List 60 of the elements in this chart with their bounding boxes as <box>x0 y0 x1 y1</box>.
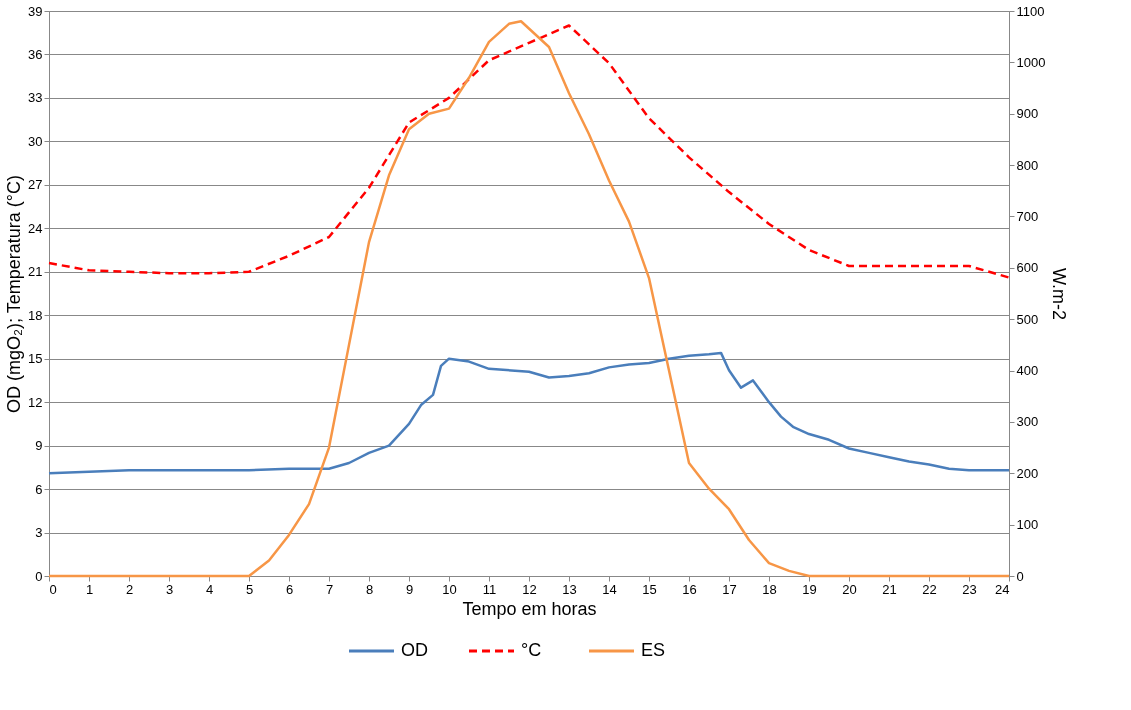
y-tick-label: 0 <box>35 568 43 584</box>
y-tick-label: 15 <box>28 351 43 367</box>
y-tick-label: 18 <box>28 307 43 323</box>
y-axis-title: OD (mgO₂); Temperatura (°C) <box>4 175 25 413</box>
x-tick-label: 9 <box>405 581 414 597</box>
y-tick-label: 9 <box>35 438 43 454</box>
x-tick-label: 24 <box>995 581 1010 597</box>
x-tick-label: 12 <box>522 581 537 597</box>
x-tick-label: 5 <box>245 581 254 597</box>
x-tick-label: 10 <box>442 581 457 597</box>
legend-label: OD <box>401 640 428 660</box>
y2-tick-label: 900 <box>1016 106 1039 122</box>
y2-tick-label: 100 <box>1016 517 1039 533</box>
y-tick-label: 21 <box>28 264 43 280</box>
y2-tick-label: 1100 <box>1016 3 1045 19</box>
y-tick-label: 30 <box>28 133 43 149</box>
y-tick-label: 24 <box>28 220 43 236</box>
x-tick-label: 13 <box>562 581 577 597</box>
x-tick-label: 2 <box>125 581 134 597</box>
x-tick-label: 14 <box>602 581 617 597</box>
x-tick-label: 22 <box>922 581 937 597</box>
y-tick-label: 39 <box>28 3 43 19</box>
x-tick-label: 1 <box>85 581 94 597</box>
y-tick-label: 33 <box>28 90 43 106</box>
line-series <box>47 24 1011 279</box>
x-tick-label: 20 <box>842 581 857 597</box>
y2-tick-label: 300 <box>1016 414 1039 430</box>
y2-tick-label: 400 <box>1016 363 1039 379</box>
x-tick-label: 6 <box>285 581 294 597</box>
x-tick-label: 23 <box>962 581 977 597</box>
x-tick-label: 0 <box>49 581 57 597</box>
x-tick-label: 3 <box>165 581 174 597</box>
y2-tick-label: 0 <box>1016 568 1024 584</box>
x-axis-title: Tempo em horas <box>462 598 597 619</box>
x-tick-label: 21 <box>882 581 897 597</box>
y-tick-label: 6 <box>35 481 43 497</box>
y-tick-label: 12 <box>28 394 43 410</box>
y2-tick-label: 1000 <box>1016 54 1046 70</box>
y2-axis-title: W.m-2 <box>1049 268 1070 320</box>
x-tick-label: 11 <box>482 581 497 597</box>
x-tick-label: 8 <box>365 581 374 597</box>
y2-tick-label: 700 <box>1016 208 1039 224</box>
x-tick-label: 7 <box>325 581 334 597</box>
y-tick-label: 3 <box>35 525 43 541</box>
line-series <box>47 351 1011 475</box>
x-tick-label: 17 <box>722 581 737 597</box>
y2-tick-label: 200 <box>1016 465 1039 481</box>
y2-tick-label: 800 <box>1016 157 1039 173</box>
y-tick-label: 27 <box>28 177 43 193</box>
x-tick-label: 19 <box>802 581 817 597</box>
y2-tick-label: 600 <box>1016 260 1039 276</box>
y2-tick-label: 500 <box>1016 311 1039 327</box>
line-series <box>47 20 1011 578</box>
x-tick-label: 16 <box>682 581 697 597</box>
x-tick-label: 18 <box>762 581 777 597</box>
legend-label: ES <box>641 640 666 660</box>
x-tick-label: 15 <box>642 581 657 597</box>
y-tick-label: 36 <box>28 46 43 62</box>
x-tick-label: 4 <box>205 581 214 597</box>
legend-label: °C <box>521 640 542 660</box>
